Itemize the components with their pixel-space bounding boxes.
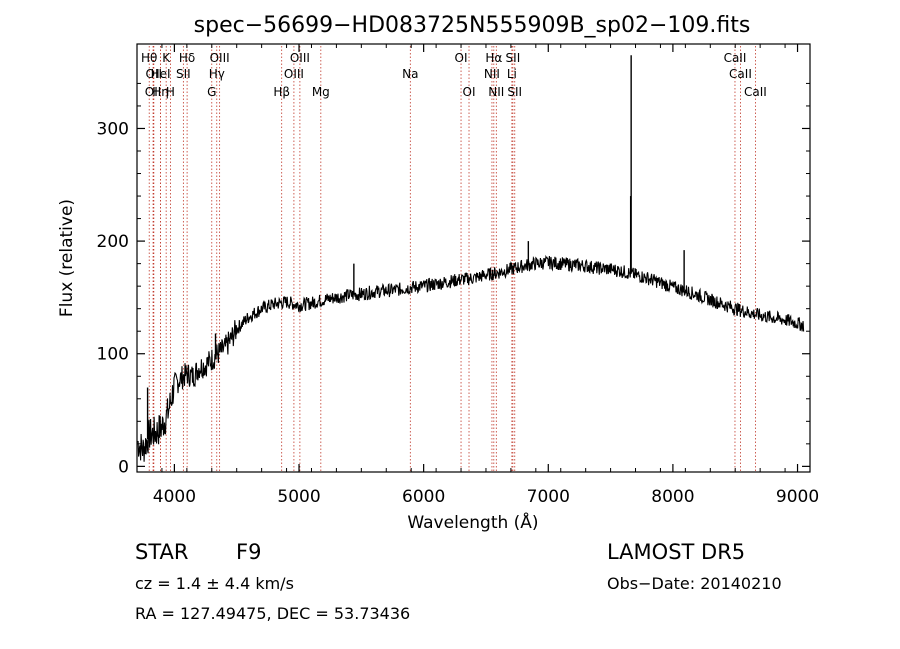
y-tick-label: 0 [118, 457, 129, 477]
x-tick-label: 4000 [153, 487, 196, 507]
line-marker-label: Hδ [179, 51, 195, 65]
line-marker-label: Hη [152, 85, 169, 99]
line-marker-label: Na [402, 67, 418, 81]
x-tick-label: 7000 [527, 487, 570, 507]
line-marker-label: OI [463, 85, 476, 99]
line-marker-label: OII [146, 67, 163, 81]
line-marker-label: K [162, 51, 171, 65]
spectrum-line [137, 254, 805, 462]
line-marker-label: OIII [284, 67, 304, 81]
line-marker-label: NII [484, 67, 500, 81]
line-marker-label: Hγ [209, 67, 225, 81]
y-tick-label: 200 [97, 232, 129, 252]
line-marker-label: SII [176, 67, 191, 81]
line-marker-label: Mg [312, 85, 330, 99]
plot-frame [136, 43, 811, 473]
line-marker-label: G [207, 85, 216, 99]
line-marker-label: Hα [485, 51, 502, 65]
line-marker-label: OI [455, 51, 468, 65]
y-axis-label: Flux (relative) [57, 199, 77, 317]
line-marker-label: OIII [290, 51, 310, 65]
redshift-velocity: cz = 1.4 ± 4.4 km/s [135, 574, 294, 593]
coordinates: RA = 127.49475, DEC = 53.73436 [135, 604, 411, 623]
survey-name: LAMOST DR5 [607, 540, 746, 564]
line-marker-label: CaII [744, 85, 767, 99]
object-subclass: F9 [236, 540, 262, 564]
x-axis-ticks: 4000 5000 6000 7000 8000 9000 [136, 44, 819, 507]
line-marker-label: Li [507, 67, 517, 81]
y-tick-label: 300 [97, 119, 129, 139]
line-marker-label: OII [145, 85, 162, 99]
x-axis-label: Wavelength (Å) [407, 511, 538, 533]
line-marker-label: SII [507, 85, 522, 99]
chart-title: spec−56699−HD083725N555909B_sp02−109.fit… [194, 13, 751, 38]
line-marker-label: SII [506, 51, 521, 65]
x-tick-label: 5000 [277, 487, 320, 507]
line-marker-label: HeI [151, 67, 171, 81]
object-class: STAR [135, 540, 189, 564]
emission-spikes [146, 55, 685, 440]
x-tick-label: 8000 [651, 487, 694, 507]
spectral-line-markers [148, 46, 756, 472]
line-marker-label: OIII [210, 51, 230, 65]
line-marker-label: H [166, 85, 175, 99]
observation-date: Obs−Date: 20140210 [607, 574, 782, 593]
line-marker-label: Hθ [141, 51, 157, 65]
line-marker-label: CaII [724, 51, 747, 65]
line-marker-label: Hβ [273, 85, 290, 99]
x-tick-label: 6000 [402, 487, 445, 507]
x-tick-label: 9000 [776, 487, 819, 507]
y-tick-label: 100 [97, 345, 129, 365]
line-marker-label: NII [488, 85, 504, 99]
line-marker-label: CaII [729, 67, 752, 81]
y-axis-ticks: 0 100 200 300 [97, 82, 810, 477]
